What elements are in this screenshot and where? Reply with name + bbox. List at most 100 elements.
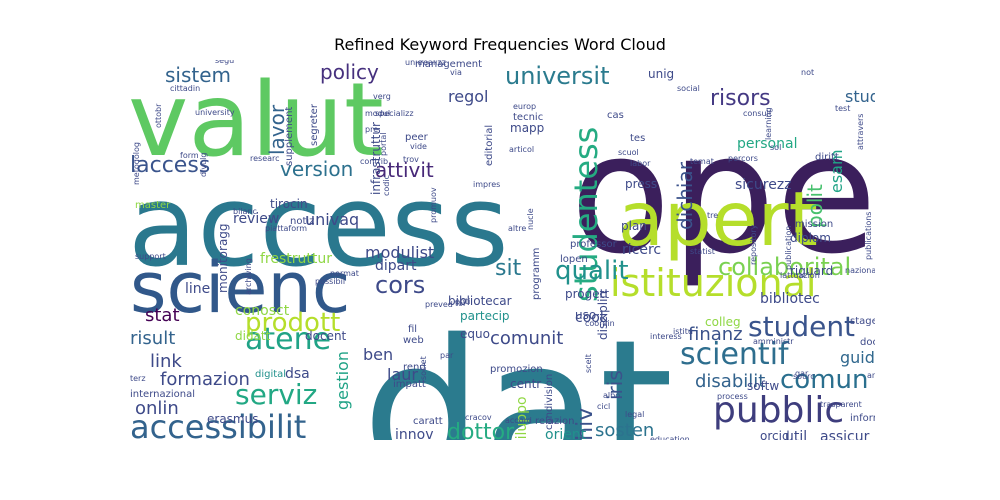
word-policy: policy: [320, 60, 379, 84]
word-process: process: [717, 392, 748, 401]
word-amministr: amministr: [753, 337, 794, 346]
word-consult: consult: [743, 109, 772, 118]
word-link: link: [150, 351, 182, 372]
word-line: line: [185, 281, 211, 297]
word-ottobr: ottobr: [154, 103, 163, 128]
word-scuol: scuol: [618, 148, 639, 157]
word-dottor: dottor: [447, 420, 515, 441]
word-notiz: notiz: [290, 216, 315, 227]
word-monitoragg: monitoragg: [216, 223, 230, 293]
word-portal: portal: [379, 132, 388, 156]
word-management: management: [415, 60, 482, 70]
word-accessibilit: accessibilit: [130, 408, 307, 440]
word-disabilit: disabilit: [695, 371, 766, 392]
word-dat: dat: [362, 299, 674, 441]
word-cors: cors: [375, 271, 426, 299]
word-comunit: comunit: [490, 328, 564, 349]
word-professor: professor: [570, 239, 617, 250]
word-temat: temat: [690, 157, 714, 166]
word-par: par: [440, 351, 454, 360]
word-realizz: realizz: [420, 60, 446, 67]
word-didatt: didatt: [235, 329, 271, 343]
word-erasmus: erasmus: [207, 412, 259, 426]
word-promuov: promuov: [429, 187, 438, 223]
word-analis: analis: [867, 371, 875, 380]
word-atene: atene: [245, 322, 332, 357]
word-bibliotecar: bibliotecar: [448, 294, 512, 308]
chart-title: Refined Keyword Frequencies Word Cloud: [334, 35, 666, 54]
word-cracov: cracov: [465, 413, 492, 422]
word-util: util: [785, 429, 808, 440]
word-modul: modul: [365, 109, 391, 118]
word-articol: articol: [509, 145, 535, 154]
word-mission: mission: [795, 219, 834, 230]
word-valut: valut: [128, 61, 384, 180]
word-stat: stat: [145, 305, 180, 326]
word-promozion: promozion: [490, 364, 543, 375]
word-sicurezz: sicurezz: [735, 177, 792, 193]
word-disciplin: disciplin: [596, 290, 610, 340]
word-scelt: scelt: [584, 354, 593, 373]
word-sit: sit: [495, 256, 522, 281]
word-istituzional: istituzional: [610, 261, 817, 305]
word-statist: statist: [690, 247, 715, 256]
word-univaq: univaq: [305, 210, 360, 229]
word-publication: publication: [784, 225, 793, 270]
word-gestion: gestion: [333, 351, 352, 410]
word-riguard: riguard: [790, 264, 834, 278]
word-vide: vide: [410, 142, 427, 151]
word-press: press: [625, 177, 658, 191]
word-publications: publications: [864, 211, 873, 260]
word-relazion: relazion: [535, 416, 575, 427]
word-tes: tes: [630, 133, 646, 144]
word-terz: terz: [130, 374, 146, 383]
word-not: not: [801, 68, 815, 77]
word-legal: legal: [625, 410, 645, 419]
word-via: via: [450, 68, 462, 77]
word-softw: softw: [747, 379, 780, 393]
word-tecnic: tecnic: [513, 112, 544, 123]
word-document: document: [860, 337, 875, 348]
word-divulg: divulg: [199, 152, 208, 177]
word-master: master: [135, 200, 171, 211]
word-percors: percors: [728, 154, 758, 163]
word-istitu: istitu: [673, 327, 693, 336]
word-enti: enti: [455, 297, 471, 306]
word-programm: programm: [531, 247, 542, 300]
word-caratt: caratt: [413, 416, 443, 427]
word-stages: stages: [850, 316, 875, 327]
word-codic: codic: [382, 175, 391, 196]
word-societ: societ: [419, 356, 428, 380]
word-possibil: possibil: [315, 277, 346, 286]
word-personal: personal: [737, 136, 798, 152]
word-labor: labor: [630, 159, 651, 168]
word-verg: verg: [373, 92, 391, 101]
word-attivit: attivit: [375, 158, 434, 182]
word-scientif: scientif: [680, 337, 789, 372]
word-test: test: [835, 104, 851, 113]
word-diritt: diritt: [815, 152, 839, 163]
word-bibliotec: bibliotec: [760, 291, 820, 307]
word-tre: tre: [707, 211, 719, 220]
word-finanz: finanz: [688, 324, 743, 345]
word-supplement: supplement: [284, 106, 295, 166]
word-comun: comun: [780, 365, 869, 395]
word-serviz: serviz: [235, 378, 318, 411]
word-unig: unig: [648, 67, 675, 81]
word-assicur: assicur: [820, 429, 870, 440]
word-education: education: [650, 435, 690, 441]
word-repository: repository: [749, 224, 758, 265]
word-europ: europ: [513, 102, 537, 111]
word-cook: cook: [575, 310, 608, 326]
word-segu: segu: [215, 60, 235, 65]
word-coordin: coordin: [585, 319, 615, 328]
word-qualit: qualit: [555, 256, 629, 286]
word-plan: plan: [621, 219, 647, 233]
word-cas: cas: [607, 110, 624, 121]
word-frestruttur: frestruttur: [260, 251, 333, 267]
word-uso: uso: [575, 308, 597, 322]
word-mapp: mapp: [510, 121, 545, 135]
word-ricerc: ricerc: [622, 242, 662, 258]
word-cicl: cicl: [597, 402, 611, 411]
word-impres: impres: [473, 180, 501, 189]
